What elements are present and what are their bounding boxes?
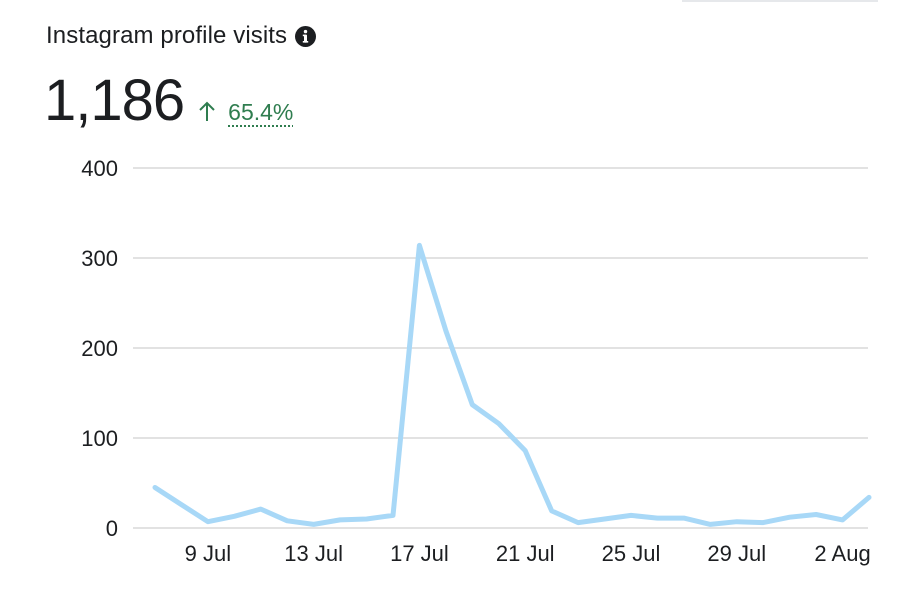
grid-lines (133, 167, 868, 529)
arrow-up-icon (198, 100, 216, 122)
y-tick-label: 0 (106, 516, 118, 541)
info-icon[interactable] (295, 25, 317, 47)
top-divider (682, 0, 878, 2)
x-tick-label: 13 Jul (284, 541, 343, 566)
x-tick-label: 25 Jul (602, 541, 661, 566)
change-percentage[interactable]: 65.4% (228, 99, 294, 125)
x-tick-label: 29 Jul (707, 541, 766, 566)
x-tick-label: 21 Jul (496, 541, 555, 566)
x-tick-label: 2 Aug (814, 541, 870, 566)
y-axis-labels: 0 100 200 300 400 (81, 156, 118, 541)
y-tick-label: 100 (81, 426, 118, 451)
total-visits-value: 1,186 (44, 68, 185, 133)
card-title: Instagram profile visits (46, 22, 288, 49)
x-tick-label: 9 Jul (185, 541, 231, 566)
metric-summary: 1,186 65.4% (44, 72, 293, 130)
y-tick-label: 200 (81, 336, 118, 361)
y-tick-label: 400 (81, 156, 118, 181)
card-header: Instagram profile visits (46, 22, 317, 50)
x-axis-labels: 9 Jul 13 Jul 17 Jul 21 Jul 25 Jul 29 Jul 2 Aug (185, 541, 871, 566)
y-tick-label: 300 (81, 246, 118, 271)
x-tick-label: 17 Jul (390, 541, 449, 566)
visits-line (152, 242, 872, 527)
